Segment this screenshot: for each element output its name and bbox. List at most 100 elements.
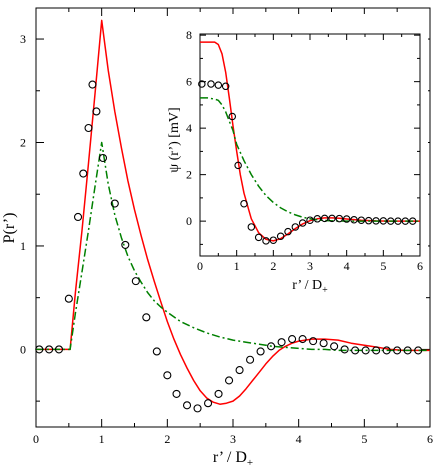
main-data-point-circle [288, 335, 297, 344]
inset-data-point-circle [298, 219, 307, 227]
inset-y-tick-label: 0 [186, 214, 192, 228]
inset-data-point-circle [269, 236, 278, 244]
main-data-point-circle [152, 347, 161, 356]
main-y-tick-label: 3 [20, 32, 26, 46]
main-data-point-circle [193, 404, 202, 413]
main-x-tick-label: 6 [427, 432, 433, 446]
inset-y-axis-label: ψ (r’) [mV] [167, 107, 182, 172]
main-data-point-circle [79, 169, 88, 178]
main-data-point-circle [309, 337, 318, 346]
inset-data-point-circle [214, 81, 223, 89]
main-data-point-circle [340, 345, 349, 354]
inset-data-point-circle [228, 112, 237, 121]
inset-data-point-circle [306, 216, 314, 224]
inset-data-point-circle [207, 80, 215, 88]
main-data-point-circle [92, 107, 101, 116]
main-data-point-circle [64, 294, 73, 303]
inset-data-point-circle [240, 199, 248, 208]
inset-data-point-circle [284, 227, 292, 236]
main-data-point-circle [182, 401, 192, 410]
main-x-tick-label: 4 [296, 432, 302, 446]
main-data-point-circle [214, 389, 223, 398]
inset-data-point-circle [350, 215, 358, 224]
main-data-point-circle [298, 335, 307, 344]
main-data-point-circle [142, 313, 151, 322]
main-data-point-circle [121, 240, 130, 249]
main-data-point-circle [73, 212, 83, 222]
main-green-dashdot-curve [36, 141, 430, 352]
main-data-point-circle [393, 346, 402, 355]
inset-data-point-circle [394, 217, 402, 225]
inset-y-tick-label: 8 [186, 28, 192, 42]
inset-y-tick-label: 6 [186, 75, 192, 89]
main-data-point-circle [203, 399, 213, 408]
inset-background [186, 14, 428, 292]
inset-data-point-circle [379, 217, 388, 225]
inset-data-point-circle [276, 232, 285, 240]
inset-x-tick-label: 1 [234, 259, 240, 273]
main-x-ticks: 0 1 2 3 4 5 6 [33, 8, 433, 446]
inset-y-tick-label: 4 [186, 121, 192, 135]
inset-x-tick-label: 0 [197, 259, 203, 273]
main-data-point-circle [351, 346, 360, 355]
inset-data-point-circle [328, 214, 336, 223]
main-y-tick-label: 1 [20, 239, 26, 253]
main-chart: 0 1 2 3 4 5 6 0 1 2 3 r’ / D+ P(r’) [1, 7, 433, 469]
main-data-point-circle [277, 338, 286, 347]
main-x-axis-label-subscript: + [247, 457, 253, 469]
main-y-axis-label: P(r’) [1, 213, 18, 244]
main-data-point-circle [163, 371, 172, 380]
main-data-point-circle [88, 80, 97, 89]
main-data-point-circle [414, 346, 423, 355]
inset-y-tick-label: 2 [186, 168, 192, 182]
main-data-point-circle [267, 342, 276, 351]
inset-data-point-circle [401, 217, 410, 225]
main-x-tick-label: 1 [99, 432, 105, 446]
main-data-point-circle [382, 346, 391, 355]
inset-x-axis-label: r’ / D+ [292, 278, 328, 296]
main-x-tick-label: 2 [164, 432, 170, 446]
inset-data-point-circle [408, 217, 417, 225]
inset-data-point-circle [313, 215, 322, 223]
main-data-point-circle [172, 389, 181, 398]
main-series-group [35, 19, 430, 413]
main-data-point-circle [372, 346, 381, 355]
main-y-tick-label: 2 [20, 135, 26, 149]
main-data-point-circle [98, 153, 108, 163]
main-data-point-circle [225, 376, 234, 385]
inset-data-point-circle [357, 216, 366, 224]
inset-data-point-circle [364, 216, 373, 225]
main-data-point-circle [246, 355, 255, 364]
inset-data-point-circle [372, 217, 380, 225]
main-data-point-circle [131, 277, 140, 286]
inset-x-tick-label: 4 [344, 259, 350, 273]
inset-x-ticks: 0 1 2 3 4 5 6 [197, 34, 423, 273]
main-y-tick-label: 0 [20, 342, 26, 356]
inset-chart: 0 1 2 3 4 5 6 0 2 4 6 8 r’ / D+ ψ (r’) [mV] [167, 14, 428, 296]
inset-x-tick-label: 5 [380, 259, 386, 273]
main-data-point-circle [256, 347, 265, 356]
inset-series-group [198, 41, 420, 245]
main-data-point-circle [235, 366, 244, 375]
main-data-point-circle [330, 342, 339, 351]
main-data-point-circle [84, 123, 93, 133]
main-data-point-circle [319, 339, 328, 348]
inset-data-point-circle [221, 82, 230, 91]
inset-x-tick-label: 3 [307, 259, 313, 273]
inset-data-point-circle [254, 233, 263, 242]
inset-data-point-circle [342, 215, 351, 223]
inset-x-tick-label: 6 [417, 259, 423, 273]
main-data-point-circle [54, 345, 64, 354]
inset-y-ticks: 0 2 4 6 8 [186, 28, 420, 245]
inset-data-point-circle [247, 223, 256, 231]
main-data-point-circle [110, 199, 119, 208]
main-data-point-circle [35, 345, 44, 354]
main-x-tick-label: 5 [361, 432, 367, 446]
main-x-tick-label: 3 [230, 432, 236, 446]
inset-x-axis-label-subscript: + [322, 285, 328, 296]
inset-data-point-circle [234, 161, 242, 170]
main-data-point-circle [403, 346, 412, 355]
inset-data-point-circle [262, 237, 270, 245]
main-x-axis-label: r’ / D+ [213, 449, 253, 469]
inset-x-tick-label: 2 [270, 259, 276, 273]
